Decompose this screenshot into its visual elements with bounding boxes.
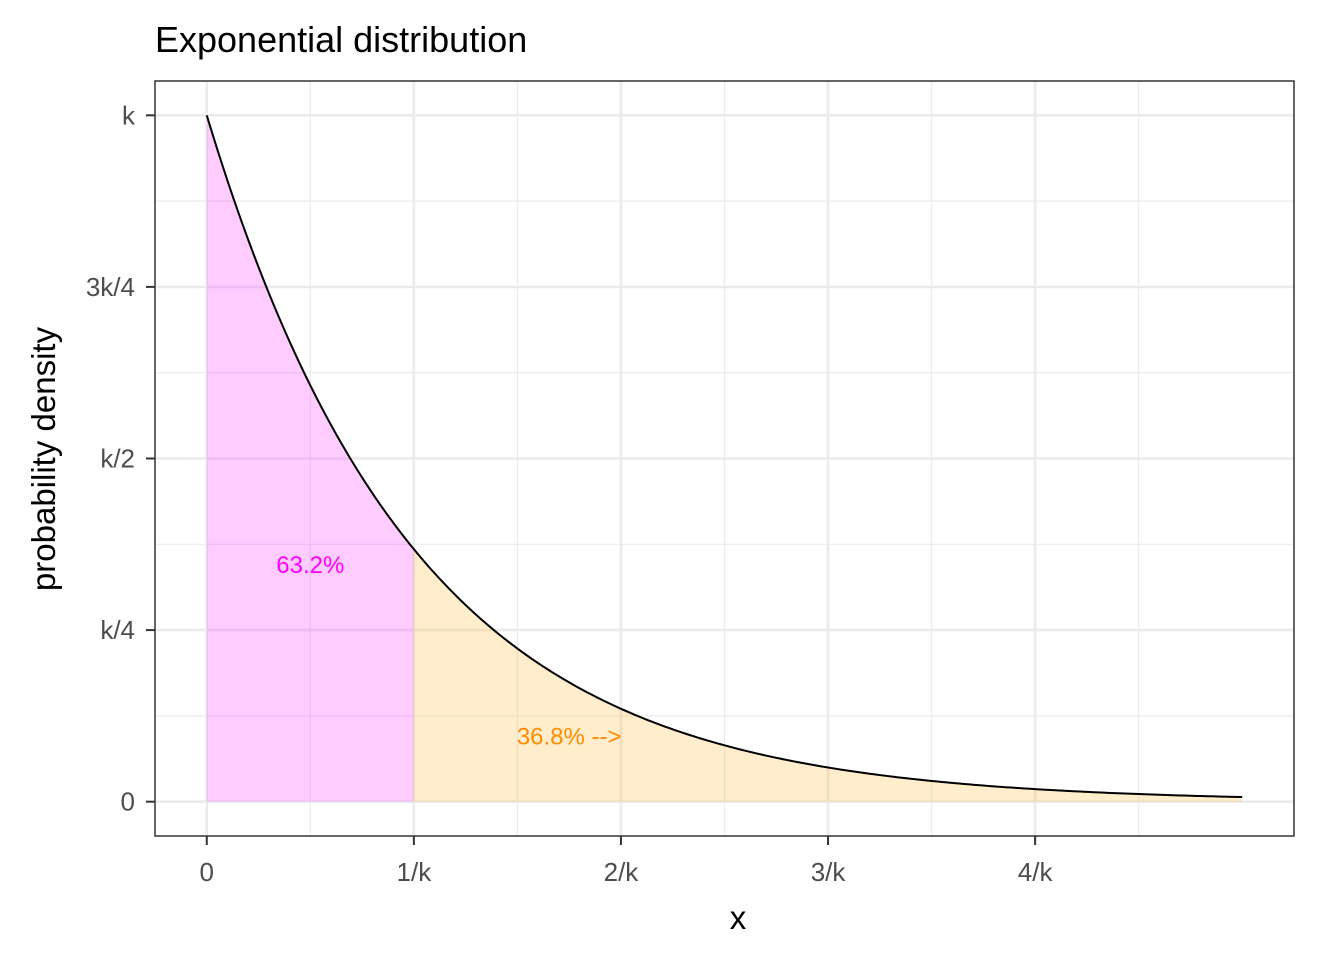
density-curve <box>205 115 1243 799</box>
x-tick-label: 3/k <box>811 857 847 887</box>
y-tick-label: k/2 <box>100 444 135 474</box>
x-tick-label: 2/k <box>604 857 640 887</box>
x-tick-label: 1/k <box>397 857 433 887</box>
y-axis: 0 k/4 k/2 3k/4 k <box>86 100 155 817</box>
y-tick-label: 0 <box>121 787 135 817</box>
shaded-region-1 <box>206 115 414 802</box>
shaded-regions <box>206 115 1243 802</box>
x-tick-label: 4/k <box>1018 857 1054 887</box>
annotation-label-1: 63.2% <box>276 552 344 579</box>
y-tick-label: k/4 <box>100 615 135 645</box>
x-tick-label: 0 <box>200 857 214 887</box>
y-tick-label: k <box>122 100 136 130</box>
annotations: 63.2% 36.8% --> <box>276 552 621 751</box>
x-axis: 0 1/k 2/k 3/k 4/k <box>200 836 1054 887</box>
y-axis-title: probability density <box>25 326 62 591</box>
annotation-label-2: 36.8% --> <box>517 723 622 750</box>
y-tick-label: 3k/4 <box>86 272 135 302</box>
x-axis-title: x <box>730 899 747 936</box>
chart-title: Exponential distribution <box>155 19 527 60</box>
major-gridlines <box>155 81 1294 836</box>
curve-layer <box>205 115 1243 799</box>
shaded-region-2 <box>413 549 1243 802</box>
